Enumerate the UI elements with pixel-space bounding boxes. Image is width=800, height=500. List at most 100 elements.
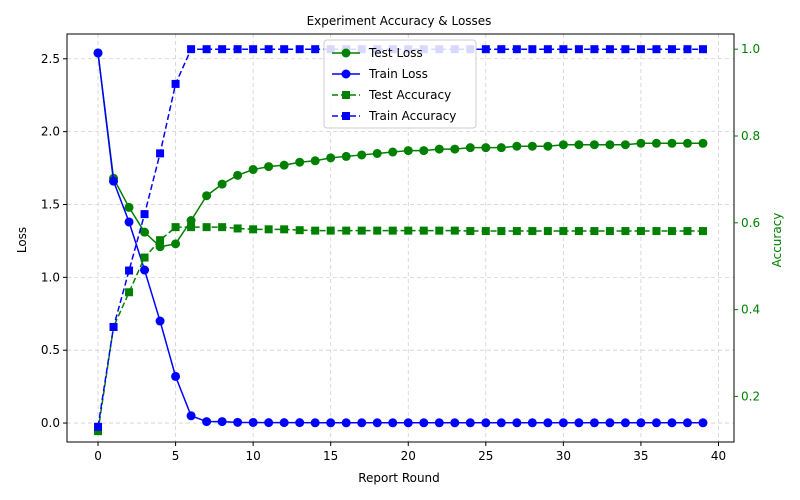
train-accuracy-point [311,45,320,54]
train-loss-point [233,417,243,427]
plot-frame [66,33,735,443]
test-loss-series [93,48,708,252]
legend-label-test-loss: Test Loss [368,46,423,60]
train-accuracy-point [280,45,289,54]
x-tick-label: 35 [633,449,648,463]
train-loss-point [341,418,351,428]
train-accuracy-point [621,45,630,54]
train-loss-point [605,418,615,428]
test-loss-point [233,170,243,180]
x-tick-label: 40 [711,449,726,463]
test-accuracy-point [419,226,428,235]
y-tick-label-right: 0.4 [741,303,760,317]
train-loss-point [109,176,119,186]
train-accuracy-point [559,45,568,54]
train-loss-point [248,417,258,427]
train-accuracy-point [125,266,134,275]
train-loss-point [155,316,165,326]
train-loss-point [202,417,212,427]
test-accuracy-point [171,223,180,232]
test-accuracy-point [605,227,614,236]
train-accuracy-point [698,45,707,54]
train-accuracy-point [481,45,490,54]
train-loss-point [434,418,444,428]
train-loss-point [186,411,196,421]
y-tick-label-left: 2.5 [41,52,60,66]
test-loss-point [574,140,584,150]
test-accuracy-point [543,227,552,236]
train-loss-point [527,418,537,428]
test-accuracy-point [295,226,304,235]
test-loss-point [434,144,444,154]
test-loss-point [698,138,708,148]
test-loss-point [543,141,553,151]
test-accuracy-series [94,223,707,436]
test-loss-point [589,140,599,150]
train-loss-point [512,418,522,428]
test-loss-point [527,141,537,151]
test-loss-point [171,239,181,249]
test-accuracy-point [388,226,397,235]
train-accuracy-point [140,210,149,219]
x-tick-label: 10 [245,449,260,463]
test-accuracy-point [326,226,335,235]
test-accuracy-point [357,226,366,235]
test-accuracy-point [280,225,289,234]
train-loss-point [465,418,475,428]
train-loss-point [496,418,506,428]
test-loss-point [465,143,475,153]
train-loss-point [620,418,630,428]
test-loss-point [419,146,429,156]
test-loss-line [97,52,703,248]
train-accuracy-point [497,45,506,54]
test-loss-point [558,140,568,150]
test-accuracy-point [249,225,258,234]
legend-marker-train-loss [341,69,351,79]
test-loss-point [310,156,320,166]
test-loss-point [372,148,382,158]
train-accuracy-point [109,322,118,331]
test-accuracy-point [636,227,645,236]
x-tick-label: 0 [94,449,102,463]
test-accuracy-point [574,227,583,236]
train-loss-point [481,418,491,428]
test-loss-point [357,150,367,160]
train-accuracy-point [667,45,676,54]
test-accuracy-point [466,227,475,236]
test-loss-point [326,153,336,163]
test-accuracy-point [264,225,273,234]
train-loss-point [357,418,367,428]
train-accuracy-point [590,45,599,54]
train-loss-point [419,418,429,428]
train-accuracy-point [264,45,273,54]
test-loss-point [512,141,522,151]
legend-box [323,39,477,129]
train-loss-point [682,418,692,428]
test-accuracy-point [683,227,692,236]
test-loss-point [186,216,196,226]
test-loss-point [651,138,661,148]
test-accuracy-point [373,226,382,235]
test-loss-point [636,138,646,148]
train-loss-point [93,48,103,58]
train-accuracy-point [94,422,103,431]
chart-title: Experiment Accuracy & Losses [307,14,492,28]
train-accuracy-point [218,45,227,54]
train-loss-point [279,418,289,428]
test-accuracy-point [621,227,630,236]
test-accuracy-point [481,227,490,236]
train-loss-point [140,265,150,275]
y-tick-label-right: 0.8 [741,129,760,143]
y-tick-label-left: 2.0 [41,125,60,139]
test-loss-point [248,165,258,175]
train-loss-point [558,418,568,428]
train-loss-point [326,418,336,428]
test-accuracy-point [559,227,568,236]
train-loss-series [93,48,708,428]
test-loss-point [217,179,227,189]
y-tick-label-left: 1.0 [41,270,60,284]
test-accuracy-point [94,427,103,436]
test-loss-point [140,227,150,237]
test-accuracy-point [311,226,320,235]
